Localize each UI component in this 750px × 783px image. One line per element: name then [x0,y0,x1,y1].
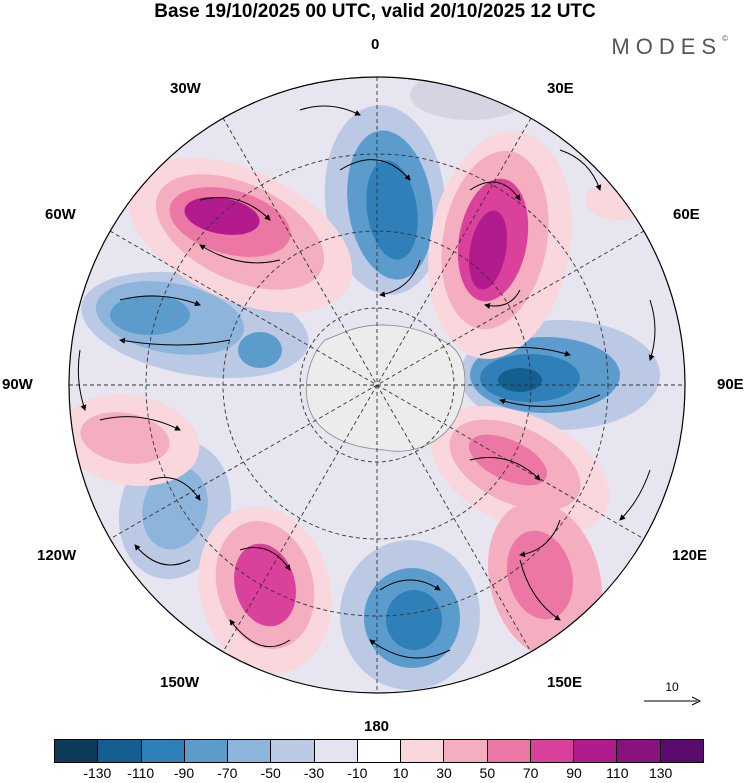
lon-label-0: 0 [371,36,380,53]
lon-label-60e: 60E [673,206,700,223]
colorbar [54,739,704,763]
lon-label-180: 180 [364,718,390,735]
colorbar-swatch [228,740,272,762]
colorbar-tick-label: -70 [217,765,238,781]
polar-map [68,76,686,694]
lon-label-150w: 150W [160,674,200,691]
colorbar-tick-label: 10 [392,765,409,781]
colorbar-swatch [444,740,488,762]
lon-label-120w: 120W [37,547,77,564]
colorbar-swatch [141,740,185,762]
colorbar-swatch [660,740,703,762]
wind-vectors [77,105,656,659]
colorbar-tick-label: -110 [127,765,155,781]
lon-label-150e: 150E [547,674,583,691]
colorbar-swatch [98,740,142,762]
brand-copyright: © [722,34,728,43]
colorbar-swatch [271,740,315,762]
antarctica-landmass [305,324,466,452]
reference-vector-label: 10 [665,680,679,694]
colorbar-swatch [487,740,531,762]
colorbar-tick-label: 50 [479,765,496,781]
lon-label-90e: 90E [717,376,744,393]
colorbar-swatch [357,740,402,762]
colorbar-swatch [314,740,358,762]
colorbar-swatch [55,740,99,762]
colorbar-tick-label: -30 [303,765,325,781]
lon-label-30e: 30E [547,80,574,97]
colorbar-tick-label: -90 [173,765,195,781]
colorbar-tick-label: -50 [260,765,281,781]
reference-vector: 10 [642,680,702,712]
graticule [69,77,685,693]
colorbar-tick-label: -10 [347,765,368,781]
colorbar-tick-label: 30 [436,765,452,781]
colorbar-swatch [184,740,229,762]
colorbar-tick-label: 110 [606,765,629,781]
colorbar-tick-label: 90 [566,765,582,781]
brand-logo: MODES© [611,34,728,60]
colorbar-tick-label: 130 [648,765,673,781]
lon-label-30w: 30W [170,80,201,97]
colorbar-swatch [574,740,618,762]
lon-label-120e: 120E [672,547,708,564]
colorbar-swatch [401,740,445,762]
lon-label-90w: 90W [2,376,33,393]
reference-arrow-icon [644,696,702,706]
lon-label-60w: 60W [45,206,76,223]
colorbar-swatch [617,740,661,762]
map-border [68,76,686,694]
map-title: Base 19/10/2025 00 UTC, valid 20/10/2025… [154,1,596,22]
colorbar-tick-label: 70 [522,765,539,781]
colorbar-swatch [530,740,575,762]
colorbar-tick-label: -130 [83,765,112,781]
brand-text: MODES [611,34,723,59]
